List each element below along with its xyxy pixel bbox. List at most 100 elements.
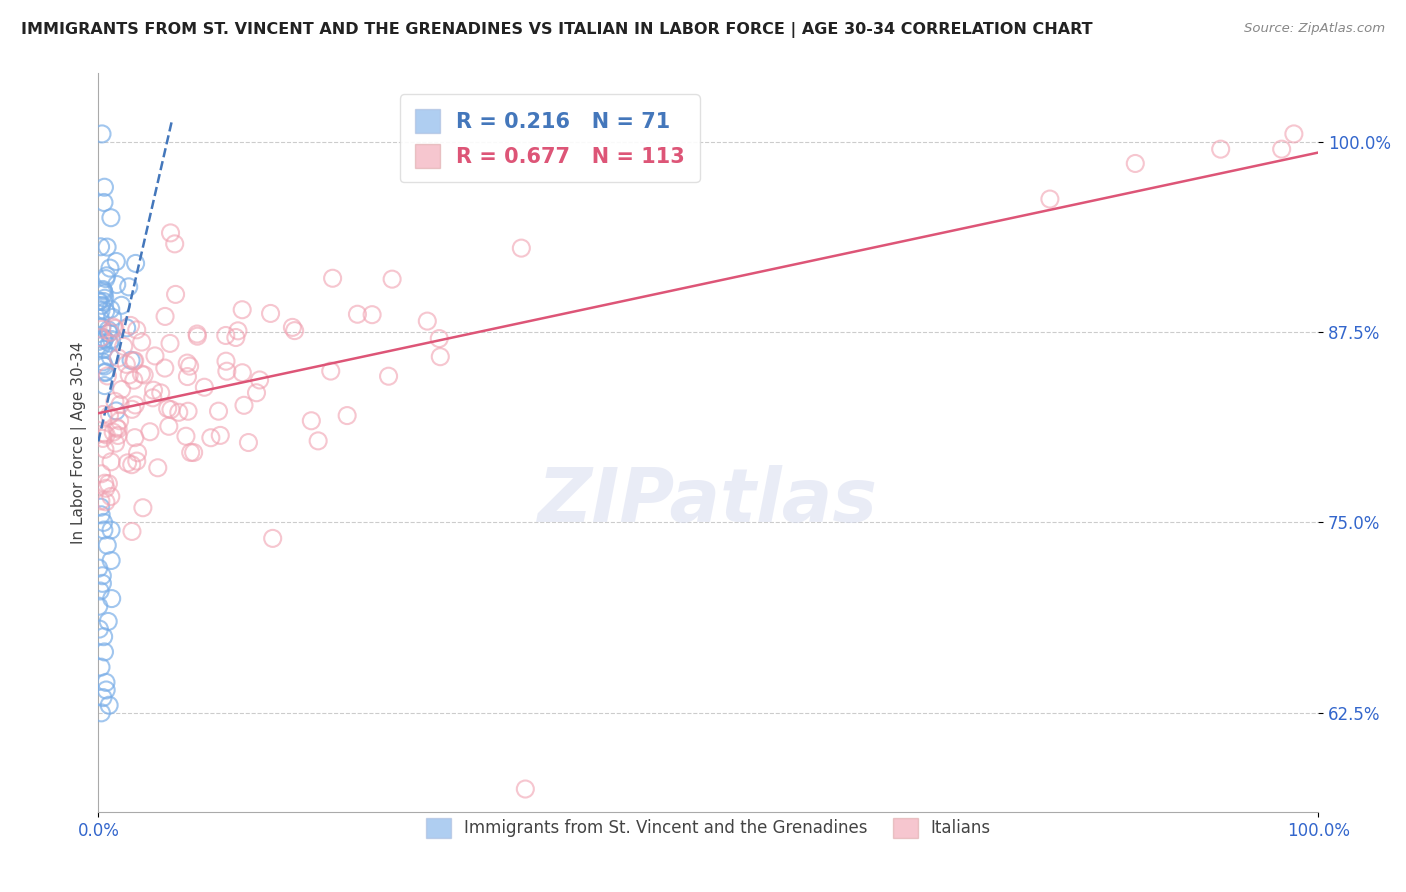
Point (90, 322, 112, 336)
Point (90, 660, 112, 674)
Point (262, 532, 284, 546)
Point (319, 364, 342, 378)
Point (124, 431, 146, 445)
Point (97, 326, 120, 340)
Point (105, 420, 128, 434)
Point (142, 384, 165, 398)
Point (120, 353, 142, 368)
Point (93, 294, 115, 309)
Point (93, 359, 115, 373)
Point (90, 467, 112, 481)
Point (100, 553, 122, 567)
Point (111, 383, 134, 397)
Point (93, 516, 115, 530)
Point (96, 428, 118, 442)
Point (176, 356, 198, 370)
Point (100, 591, 122, 606)
Point (96, 368, 118, 383)
Point (96, 538, 118, 552)
Point (163, 236, 186, 251)
Point (89, 622, 111, 636)
Point (159, 336, 181, 351)
Point (299, 414, 322, 428)
Point (90, 706, 112, 720)
Point (91, 690, 114, 705)
Point (132, 500, 155, 515)
Point (361, 308, 384, 322)
Point (104, 321, 127, 335)
Point (122, 354, 145, 368)
Point (98, 326, 121, 340)
Legend: Immigrants from St. Vincent and the Grenadines, Italians: Immigrants from St. Vincent and the Gren… (419, 812, 998, 844)
Point (94, 442, 117, 457)
Point (215, 364, 238, 378)
Point (193, 380, 215, 394)
Point (112, 339, 135, 353)
Point (90, 494, 112, 508)
Point (125, 323, 148, 337)
Text: IMMIGRANTS FROM ST. VINCENT AND THE GRENADINES VS ITALIAN IN LABOR FORCE | AGE 3: IMMIGRANTS FROM ST. VINCENT AND THE GREN… (21, 22, 1092, 38)
Point (93, 630, 115, 644)
Point (96, 268, 118, 283)
Point (91, 358, 114, 372)
Point (238, 435, 260, 450)
Point (94, 476, 117, 491)
Point (100, 523, 122, 537)
Point (93, 426, 115, 441)
Point (180, 445, 202, 459)
Point (90, 240, 112, 254)
Point (118, 280, 141, 294)
Point (120, 318, 142, 333)
Point (153, 361, 176, 376)
Point (131, 367, 153, 381)
Point (100, 350, 122, 364)
Point (125, 454, 148, 468)
Point (90, 500, 112, 515)
Point (322, 271, 344, 285)
Point (377, 369, 399, 384)
Point (143, 349, 166, 363)
Point (284, 324, 307, 338)
Point (131, 334, 153, 349)
Point (101, 425, 124, 440)
Point (121, 458, 143, 472)
Point (98, 261, 121, 276)
Point (1271, 142, 1294, 156)
Point (91, 330, 114, 344)
Point (176, 369, 198, 384)
Point (94, 304, 117, 318)
Point (183, 445, 205, 459)
Point (97, 615, 120, 629)
Point (118, 368, 141, 382)
Point (94, 271, 117, 285)
Point (93, 645, 115, 659)
Point (93, 180, 115, 194)
Point (104, 436, 127, 450)
Point (307, 434, 329, 448)
Point (115, 357, 138, 371)
Point (108, 398, 131, 412)
Point (91, 127, 114, 141)
Point (115, 321, 138, 335)
Point (89, 584, 111, 599)
Point (121, 524, 143, 539)
Point (90, 298, 112, 312)
Point (107, 351, 129, 365)
Point (96, 683, 118, 698)
Point (281, 320, 304, 334)
Point (159, 226, 181, 240)
Point (215, 328, 238, 343)
Point (124, 398, 146, 412)
Point (139, 425, 162, 439)
Point (427, 332, 450, 346)
Point (107, 422, 129, 436)
Point (91, 431, 114, 445)
Point (91, 568, 114, 582)
Point (97, 323, 120, 337)
Point (87, 561, 110, 575)
Point (94, 366, 117, 380)
Point (87, 294, 110, 309)
Point (209, 428, 232, 442)
Point (91, 408, 114, 422)
Point (225, 330, 247, 344)
